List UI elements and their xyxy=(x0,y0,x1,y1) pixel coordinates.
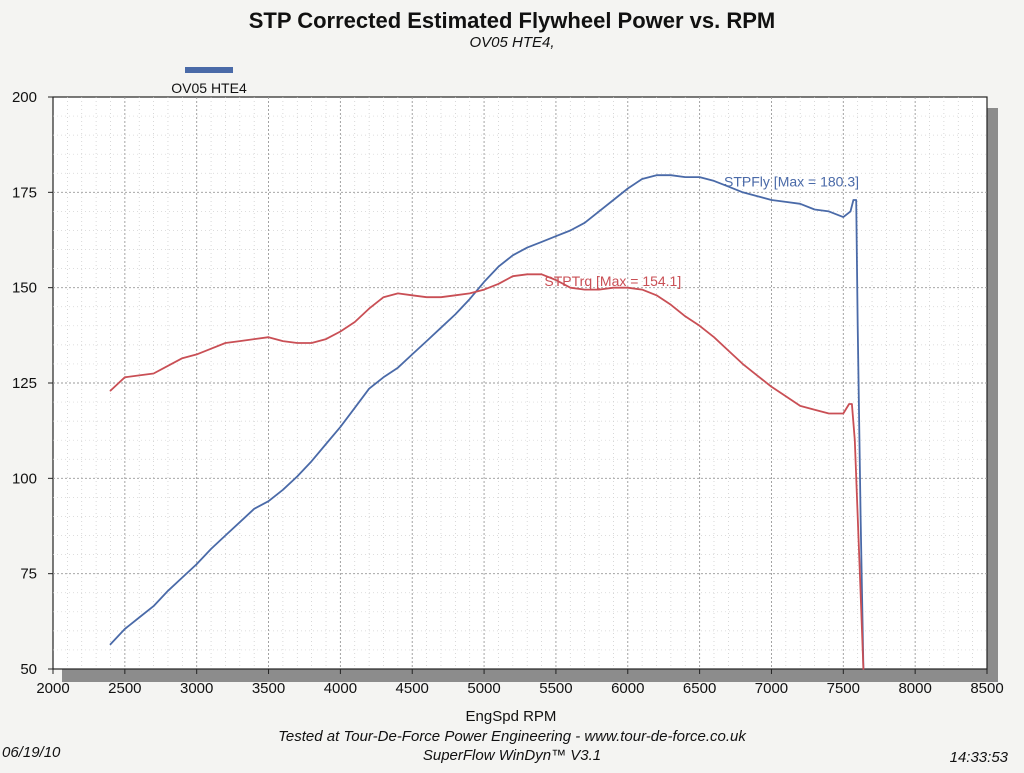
x-tick-label: 6500 xyxy=(683,680,716,697)
axis-ticks xyxy=(48,96,988,674)
legend-swatch xyxy=(185,67,233,73)
x-tick-label: 5500 xyxy=(539,680,572,697)
footer-software: SuperFlow WinDyn™ V3.1 xyxy=(422,747,602,764)
x-tick-label: 8500 xyxy=(970,680,1003,697)
series-line-stptrq xyxy=(109,273,865,670)
chart-subtitle: OV05 HTE4, xyxy=(469,34,555,51)
x-tick-label: 3500 xyxy=(252,680,285,697)
chart-title: STP Corrected Estimated Flywheel Power v… xyxy=(248,8,776,33)
x-tick-label: 5000 xyxy=(467,680,500,697)
y-tick-label: 50 xyxy=(20,661,37,678)
footer-tested-at: Tested at Tour-De-Force Power Engineerin… xyxy=(278,728,746,745)
x-tick-label: 8000 xyxy=(898,680,931,697)
y-tick-label: 125 xyxy=(12,375,37,392)
x-tick-label: 4500 xyxy=(396,680,429,697)
y-tick-label: 175 xyxy=(12,184,37,201)
x-tick-label: 2000 xyxy=(36,680,69,697)
x-tick-label: 3000 xyxy=(180,680,213,697)
series-annotation-stptrq: STPTrq [Max = 154.1] xyxy=(544,273,681,289)
x-tick-label: 6000 xyxy=(611,680,644,697)
series-line-stpfly xyxy=(109,174,865,670)
footer-time: 14:33:53 xyxy=(949,749,1008,766)
y-tick-label: 150 xyxy=(12,280,37,297)
x-tick-label: 7500 xyxy=(827,680,860,697)
series-lines xyxy=(109,174,865,670)
plot-area xyxy=(52,96,988,670)
axis-labels: 2000 2500 3000 3500 4000 4500 5000 5500 6000 6500… xyxy=(12,89,1004,697)
x-axis-label: EngSpd RPM xyxy=(466,708,557,725)
y-tick-label: 200 xyxy=(12,89,37,106)
y-tick-label: 75 xyxy=(20,566,37,583)
grid-lines xyxy=(53,97,987,669)
series-annotation-stpfly: STPFly [Max = 180.3] xyxy=(724,174,859,190)
legend-label: OV05 HTE4 xyxy=(171,80,247,96)
x-tick-label: 7000 xyxy=(755,680,788,697)
footer-date: 06/19/10 xyxy=(2,744,61,761)
x-tick-label: 4000 xyxy=(324,680,357,697)
y-tick-label: 100 xyxy=(12,470,37,487)
x-tick-label: 2500 xyxy=(108,680,141,697)
